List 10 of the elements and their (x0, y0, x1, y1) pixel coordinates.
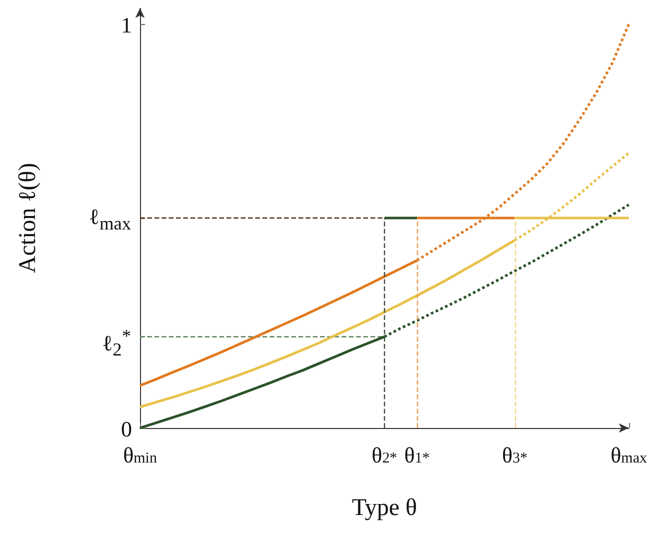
x-tick-label: θmax (610, 442, 648, 468)
x-tick-label: θ1* (404, 442, 430, 468)
y-axis-title: Action ℓ(θ) (15, 162, 41, 274)
y-tick-label: 0 (121, 416, 132, 442)
y-tick-label: 1 (121, 12, 132, 38)
x-axis-title: Type θ (352, 495, 417, 521)
x-tick-label: θ3* (502, 442, 528, 468)
x-tick-label: θ2* (372, 442, 398, 468)
text: ℓ$_{max}$ (88, 204, 131, 236)
x-tick-label: θmin (123, 442, 158, 468)
